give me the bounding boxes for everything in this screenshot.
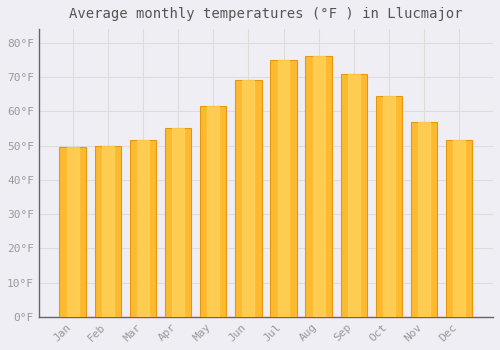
Bar (340, 74, 367, 317)
Bar (242, 80, 254, 317)
Bar (130, 140, 156, 317)
Bar (60, 147, 86, 317)
Bar (102, 146, 114, 317)
Bar (235, 80, 262, 317)
Bar (418, 121, 430, 317)
Bar (278, 60, 289, 317)
Bar (200, 106, 226, 317)
Bar (137, 140, 149, 317)
Bar (270, 60, 296, 317)
Bar (383, 96, 395, 317)
Bar (66, 147, 78, 317)
Bar (165, 128, 191, 317)
Title: Average monthly temperatures (°F ) in Llucmajor: Average monthly temperatures (°F ) in Ll… (69, 7, 462, 21)
Bar (312, 56, 324, 317)
Bar (411, 121, 438, 317)
Bar (306, 56, 332, 317)
Bar (446, 140, 472, 317)
Bar (376, 96, 402, 317)
Bar (94, 146, 121, 317)
Bar (208, 106, 219, 317)
Bar (172, 128, 184, 317)
Bar (348, 74, 360, 317)
Bar (454, 140, 465, 317)
